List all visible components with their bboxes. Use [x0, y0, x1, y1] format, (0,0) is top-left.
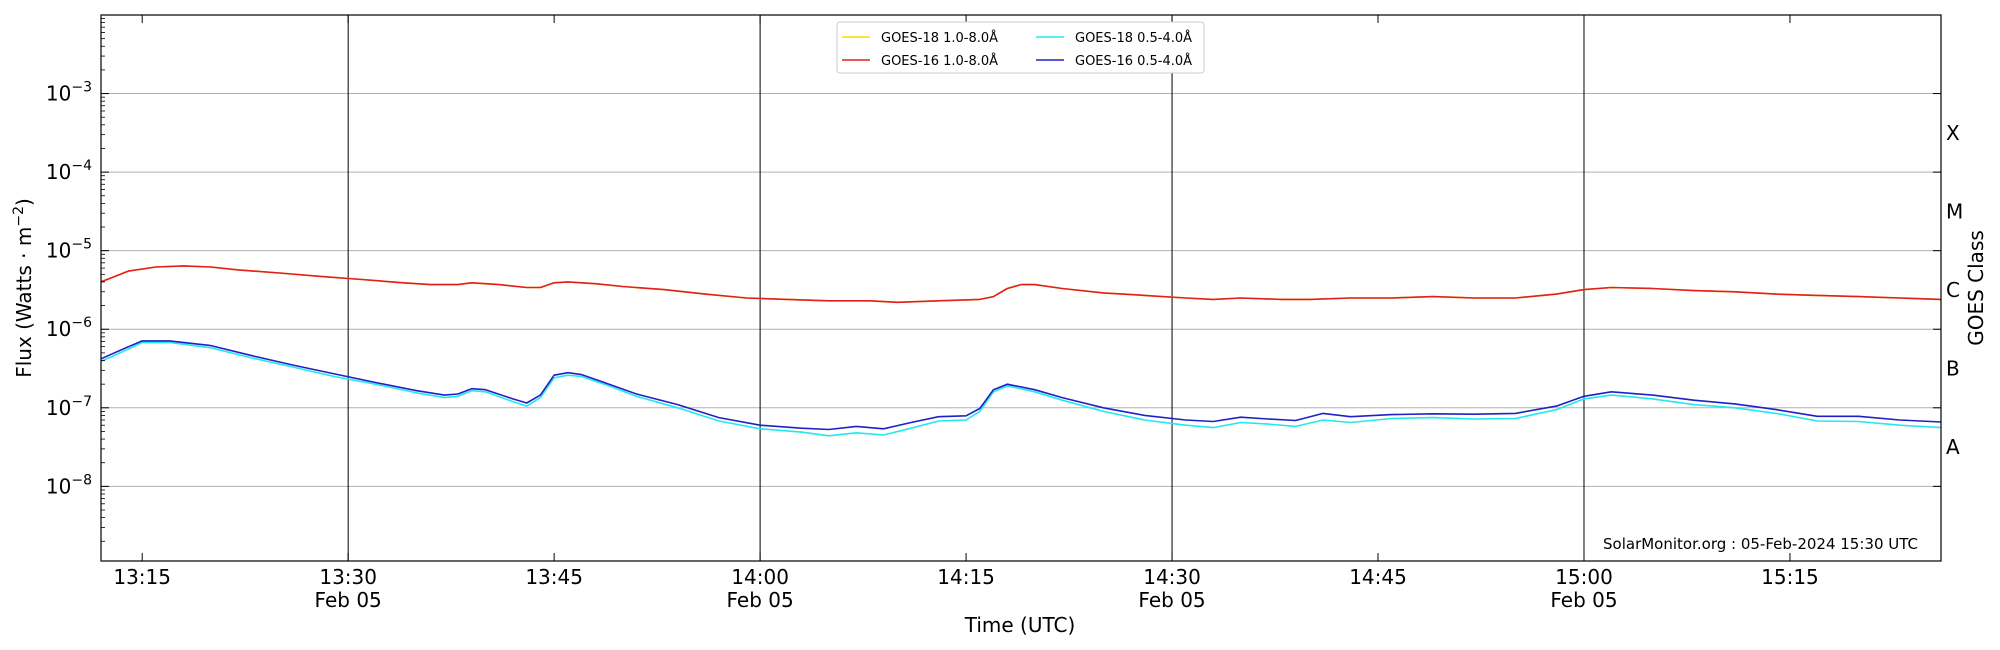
legend: GOES-18 1.0-8.0Å GOES-16 1.0-8.0Å GOES-1…: [836, 21, 1205, 74]
y-tick-base: 10: [46, 239, 71, 263]
y-tick-exponent: −7: [71, 394, 92, 410]
y-tick-labels: 10−810−710−610−510−410−3: [46, 80, 92, 499]
series-goes16-long: [100, 265, 1942, 304]
tick-layer: [101, 15, 1941, 561]
y-tick-exponent: −4: [71, 158, 92, 174]
goes-class-b: B: [1946, 357, 1960, 381]
y-tick-label: 10−5: [46, 237, 92, 263]
y-tick-exponent: −6: [71, 315, 92, 331]
y-axis-title-exponent: −2: [11, 206, 27, 227]
grid-layer: [101, 93, 1941, 487]
x-tick-date: Feb 05: [1550, 588, 1617, 612]
x-tick-label: 15:15: [1761, 565, 1819, 589]
goes-class-a: A: [1946, 435, 1960, 459]
credit-text: SolarMonitor.org : 05-Feb-2024 15:30 UTC: [1603, 535, 1918, 553]
x-tick-label: 13:15: [113, 565, 171, 589]
plot-frame: [100, 14, 1942, 562]
legend-label-goes16-short: GOES-16 0.5-4.0Å: [1075, 53, 1192, 69]
series-goes16-short: [100, 340, 1942, 431]
goes-class-m: M: [1946, 199, 1963, 223]
x-tick-date: Feb 05: [315, 588, 382, 612]
y-axis-title-close: ): [12, 198, 36, 206]
y-tick-base: 10: [46, 82, 71, 106]
y-tick-label: 10−6: [46, 315, 92, 341]
y-tick-label: 10−4: [46, 158, 92, 184]
y-axis-title-base: Flux (Watts · m: [12, 227, 36, 378]
y-tick-base: 10: [46, 160, 71, 184]
y-tick-exponent: −8: [71, 472, 92, 488]
y-tick-base: 10: [46, 317, 71, 341]
legend-entry-goes16-long: GOES-16 1.0-8.0Å: [842, 53, 998, 69]
legend-label-goes16-long: GOES-16 1.0-8.0Å: [881, 53, 998, 69]
legend-entry-goes18-long: GOES-18 1.0-8.0Å: [842, 30, 998, 46]
x-tick-label: 15:00: [1555, 565, 1613, 589]
y-axis-title: Flux (Watts · m−2): [11, 198, 36, 378]
y-tick-label: 10−8: [46, 472, 92, 498]
x-tick-date: Feb 05: [726, 588, 793, 612]
x-tick-date: Feb 05: [1138, 588, 1205, 612]
y-tick-base: 10: [46, 396, 71, 420]
legend-label-goes18-short: GOES-18 0.5-4.0Å: [1075, 30, 1192, 46]
legend-entry-goes18-short: GOES-18 0.5-4.0Å: [1036, 30, 1192, 46]
x-tick-label: 13:45: [525, 565, 583, 589]
x-tick-label: 13:30: [319, 565, 377, 589]
goes-class-c: C: [1946, 278, 1960, 302]
goes-class-x: X: [1946, 121, 1960, 145]
y-tick-label: 10−7: [46, 394, 92, 420]
x-tick-label: 14:00: [731, 565, 789, 589]
vertical-lines-layer: [347, 15, 1585, 561]
goes-class-axis-title: GOES Class: [1964, 230, 1988, 346]
series-goes18-short: [100, 341, 1942, 437]
legend-entry-goes16-short: GOES-16 0.5-4.0Å: [1036, 53, 1192, 69]
x-tick-label: 14:45: [1349, 565, 1407, 589]
y-tick-label: 10−3: [46, 80, 92, 106]
series-layer: [100, 265, 1942, 437]
x-tick-label: 14:15: [937, 565, 995, 589]
x-axis-title: Time (UTC): [964, 613, 1076, 637]
legend-label-goes18-long: GOES-18 1.0-8.0Å: [881, 30, 998, 46]
x-tick-label: 14:30: [1143, 565, 1201, 589]
y-tick-base: 10: [46, 474, 71, 498]
y-tick-exponent: −3: [71, 80, 92, 96]
goes-class-labels: A B C M X: [1946, 121, 1963, 459]
y-tick-exponent: −5: [71, 237, 92, 253]
legend-box: [836, 21, 1205, 74]
